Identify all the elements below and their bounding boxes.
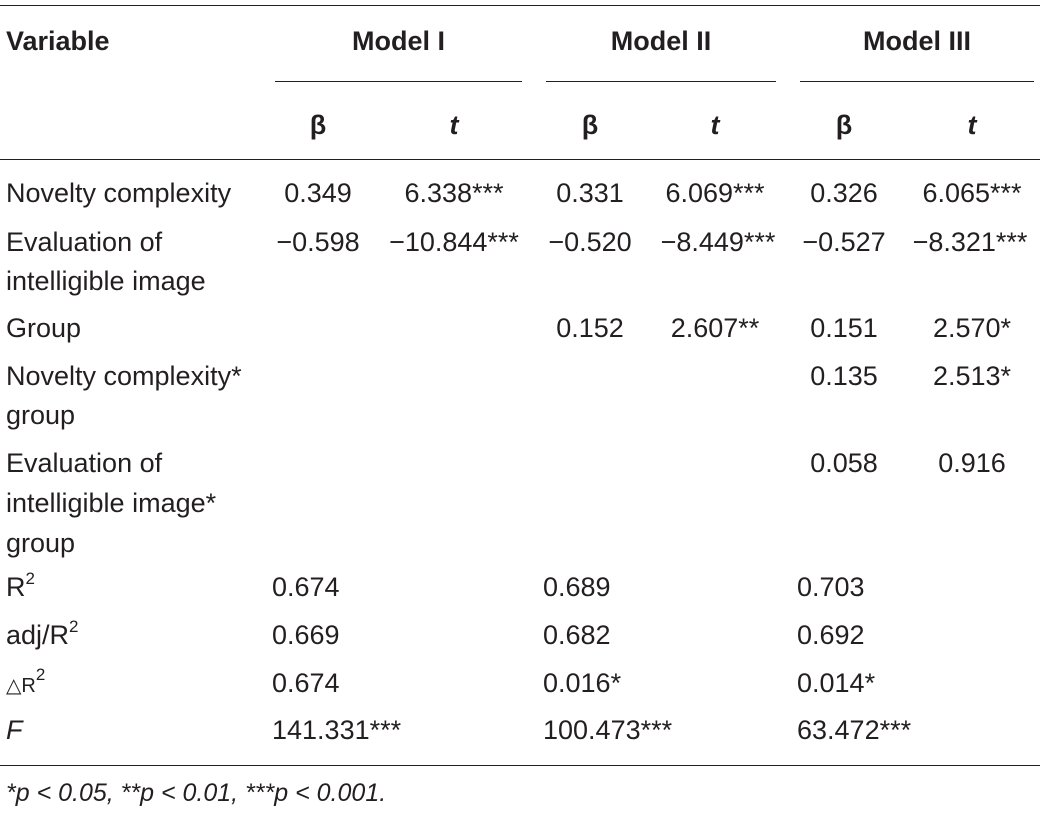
- cell-m2-beta: −0.520: [548, 227, 632, 257]
- header-model-i: Model I: [352, 26, 445, 56]
- header-beta-3: β: [835, 110, 853, 140]
- row-label-cont: group: [6, 528, 76, 558]
- cell-m2-t: 2.607**: [670, 313, 760, 343]
- row-label: Novelty complexity*: [6, 361, 242, 391]
- row-label: Evaluation of: [6, 227, 163, 257]
- summary-label-f: F: [6, 715, 23, 745]
- cell-m2-t: −8.449***: [660, 227, 776, 257]
- model-ii-underline: [546, 81, 776, 82]
- summary-label-adj-r2: adj/R2: [6, 617, 79, 650]
- cell-m1-t: −10.844***: [389, 227, 519, 257]
- bottom-rule: [0, 765, 1040, 766]
- header-model-ii: Model II: [610, 26, 712, 56]
- summary-value: 0.692: [797, 620, 865, 650]
- summary-value: 0.669: [272, 620, 340, 650]
- summary-value: 0.703: [797, 572, 865, 602]
- model-iii-underline: [800, 81, 1034, 82]
- cell-m3-beta: 0.326: [810, 178, 878, 208]
- cell-m3-t: 2.513*: [932, 361, 1012, 391]
- header-t-3: t: [967, 110, 977, 140]
- summary-value: 0.674: [272, 668, 340, 698]
- row-label: Group: [6, 313, 82, 343]
- header-model-iii: Model III: [863, 26, 971, 56]
- cell-m2-beta: 0.331: [556, 178, 624, 208]
- header-variable: Variable: [6, 26, 110, 56]
- summary-value: 0.682: [543, 620, 611, 650]
- table-footnote: *p < 0.05, **p < 0.01, ***p < 0.001.: [6, 779, 387, 807]
- header-beta-2: β: [581, 110, 599, 140]
- summary-label-r2: R2: [6, 569, 35, 602]
- cell-m3-t: 2.570*: [932, 313, 1012, 343]
- summary-value: 63.472***: [797, 715, 912, 745]
- summary-value: 141.331***: [272, 715, 402, 745]
- cell-m2-beta: 0.152: [556, 313, 624, 343]
- row-label-cont: intelligible image*: [6, 488, 217, 518]
- cell-m3-beta: 0.058: [810, 448, 878, 478]
- row-label: Novelty complexity: [6, 178, 232, 208]
- cell-m1-t: 6.338***: [404, 178, 504, 208]
- cell-m2-t: 6.069***: [665, 178, 765, 208]
- row-label: Evaluation of: [6, 448, 163, 478]
- cell-m3-beta: 0.135: [810, 361, 878, 391]
- summary-value: 0.014*: [797, 668, 876, 698]
- summary-value: 0.689: [543, 572, 611, 602]
- summary-value: 0.016*: [543, 668, 622, 698]
- header-rule: [0, 159, 1040, 160]
- model-i-underline: [275, 81, 522, 82]
- row-label-cont: intelligible image: [6, 266, 206, 296]
- header-beta-1: β: [309, 110, 327, 140]
- cell-m3-t: −8.321***: [912, 227, 1028, 257]
- cell-m3-beta: 0.151: [810, 313, 878, 343]
- cell-m1-beta: 0.349: [284, 178, 352, 208]
- summary-value: 100.473***: [543, 715, 673, 745]
- cell-m3-beta: −0.527: [802, 227, 886, 257]
- header-t-1: t: [449, 110, 459, 140]
- summary-label-delta-r2: △R2: [6, 665, 46, 697]
- cell-m3-t: 0.916: [938, 448, 1006, 478]
- header-t-2: t: [710, 110, 720, 140]
- cell-m3-t: 6.065***: [922, 178, 1022, 208]
- row-label-cont: group: [6, 400, 76, 430]
- top-rule: [0, 5, 1040, 6]
- cell-m1-beta: −0.598: [276, 227, 360, 257]
- summary-value: 0.674: [272, 572, 340, 602]
